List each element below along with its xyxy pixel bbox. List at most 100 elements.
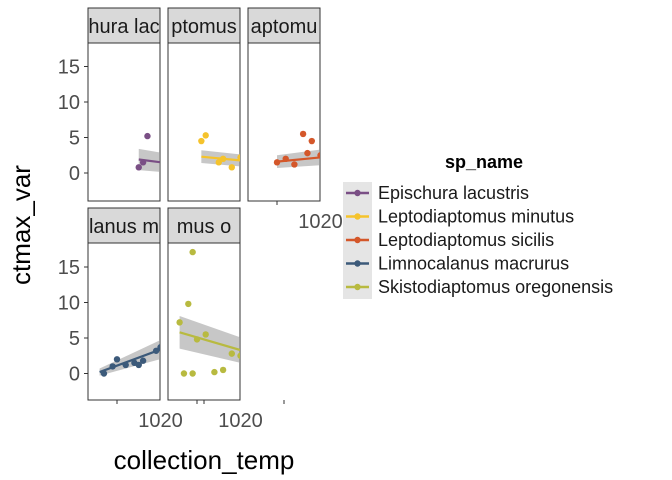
panel-5-point-23 [298, 368, 304, 374]
panel-2-strip-label: ptomus [171, 16, 237, 38]
legend-item-3: Leptodiaptomus sicilis [346, 230, 554, 250]
panel-3-point-5 [304, 149, 311, 157]
panel-5-point-10 [228, 350, 235, 357]
panel-5-point-21 [290, 367, 296, 373]
panel-5-point-24 [303, 366, 309, 372]
legend-item-5: Skistodiaptomus oregonensis [346, 277, 613, 297]
panel-1-y-tick-label-5: 5 [69, 128, 80, 150]
panel-5-x-tick-labels: 1020 [218, 410, 263, 432]
x-axis-title: collection_temp [114, 445, 295, 475]
panel-4-y-tick-label-5: 5 [69, 328, 80, 350]
legend-item-1: Epischura lacustris [346, 183, 529, 203]
legend-key-point-2 [354, 213, 361, 220]
panel-5-point-3 [176, 319, 183, 326]
panel-2-point-7 [242, 170, 248, 176]
panel-1-point-1 [144, 132, 151, 140]
panel-5-point-17 [272, 360, 278, 366]
panel-5-point-1 [189, 248, 196, 256]
panel-2-point-26 [333, 166, 339, 172]
panel-2-point-6 [237, 154, 240, 161]
panel-3-x-tick-labels: 1020 [298, 211, 343, 233]
panel-1-border [87, 42, 161, 202]
panel-5-point-12 [242, 365, 248, 371]
panel-1-point-4 [162, 161, 168, 167]
panel-2-plot-area [198, 132, 339, 176]
panel-1-strip-label: hura lac [88, 16, 159, 38]
panel-4-plot-area [99, 340, 160, 377]
panel-5-point-20 [285, 370, 291, 376]
legend-key-point-1 [354, 189, 361, 197]
legend-key-point-3 [354, 236, 361, 244]
legend-item-4: Limnocalanus macrurus [346, 254, 569, 274]
panel-4-point-7 [139, 357, 147, 364]
panel-4-x-tick-labels: 1020 [138, 410, 183, 432]
panel-3-point-8 [322, 159, 328, 165]
legend-label-3: Leptodiaptomus sicilis [378, 230, 554, 250]
legend-title: sp_name [445, 152, 523, 172]
panel-3-point-15 [356, 152, 362, 158]
panel-5-point-18 [276, 369, 282, 375]
panel-1-point-17 [240, 168, 246, 174]
panel-4-strip [87, 207, 161, 244]
panel-3-point-4 [299, 130, 307, 138]
panel-5-strip [167, 207, 241, 244]
panel-5-point-19 [281, 365, 287, 371]
legend-label-4: Limnocalanus macrurus [378, 254, 569, 274]
y-axis-title: ctmax_var [6, 165, 36, 285]
panel-2-strip [167, 7, 241, 44]
panel-4-fit-line [99, 348, 160, 374]
panel-5-point-7 [202, 331, 209, 338]
panel-5-point-15 [263, 367, 269, 373]
panel-2-point-25 [329, 168, 335, 174]
panel-3-point-14 [352, 166, 358, 172]
panel-4-y-tick-label-0: 0 [69, 364, 80, 386]
panel-5-plot-area [176, 248, 317, 377]
panel-5-point-2 [185, 300, 192, 308]
panel-5-point-5 [189, 370, 196, 377]
legend-label-2: Leptodiaptomus minutus [378, 207, 574, 227]
legend-label-5: Skistodiaptomus oregonensis [378, 277, 613, 297]
panel-4-point-6 [135, 361, 142, 369]
panel-1-y-tick-label-0: 0 [69, 163, 80, 185]
panel-2-fit-line [201, 155, 240, 162]
panel-4-strip-label: lanus m [89, 216, 159, 238]
panel-1-y-tick-label-15: 15 [58, 57, 80, 79]
panel-3-border [247, 42, 321, 202]
panel-5-strip-label: mus o [177, 216, 231, 238]
panel-1-point-2 [135, 164, 142, 171]
panel-2-point-23 [320, 170, 326, 176]
panel-5-fit-line [179, 331, 240, 352]
panel-5-point-25 [307, 370, 313, 376]
panel-3-plot-area [273, 130, 362, 172]
panel-5-point-22 [294, 363, 300, 369]
panel-1-fit-line [138, 158, 160, 164]
panel-3-point-11 [335, 163, 341, 169]
panel-2-border [167, 42, 241, 202]
panel-5-point-26 [311, 365, 317, 371]
legend-label-1: Epischura lacustris [378, 183, 529, 203]
panel-3-point-6 [308, 137, 315, 145]
panel-5-point-14 [255, 363, 261, 369]
panel-1-strip [87, 7, 161, 44]
panel-3-fit-line [276, 156, 320, 163]
panel-5-point-9 [219, 366, 227, 374]
panel-2-point-3 [215, 159, 222, 166]
panel-1-plot-area [135, 132, 246, 174]
legend-key-point-4 [354, 260, 361, 267]
panel-3-point-12 [343, 150, 349, 156]
legend: Epischura lacustris Leptodiaptomus minutu… [343, 182, 613, 299]
panel-5-point-13 [246, 358, 252, 364]
panel-5-point-4 [180, 370, 188, 377]
panel-4-y-tick-label-10: 10 [58, 293, 80, 315]
panel-3-strip [247, 7, 321, 44]
panel-3-point-3 [291, 161, 298, 168]
panel-2-point-1 [198, 137, 205, 145]
panel-5-point-11 [237, 352, 240, 359]
panel-2-point-24 [324, 166, 330, 172]
panel-4-border [87, 242, 161, 401]
facet-panels: hura lac 0 5 10 15 ptomus aptomu 1020 lanus m 0 5 1… [58, 7, 365, 432]
panel-3-point-13 [348, 145, 354, 151]
panel-5-confidence-band [179, 315, 240, 363]
panel-1-y-tick-label-10: 10 [58, 92, 80, 114]
